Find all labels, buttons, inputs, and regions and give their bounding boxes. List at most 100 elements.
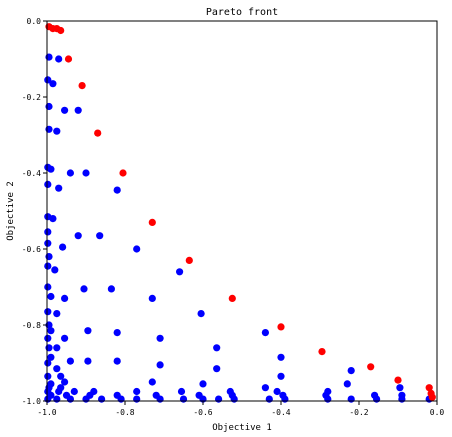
blue-point-48 <box>47 353 55 361</box>
y-tick-label-4: -0.8 <box>22 321 41 330</box>
blue-point-77 <box>273 387 281 396</box>
blue-point-29 <box>80 285 88 293</box>
blue-point-41 <box>261 329 269 337</box>
blue-point-64 <box>199 380 207 388</box>
red-point-17 <box>428 393 436 401</box>
blue-point-74 <box>133 387 141 396</box>
y-tick-label-2: -0.4 <box>22 169 41 178</box>
blue-point-11 <box>66 169 74 177</box>
blue-point-55 <box>53 365 61 373</box>
blue-point-54 <box>156 361 164 369</box>
blue-point-38 <box>47 327 55 335</box>
blue-point-75 <box>177 387 186 396</box>
red-point-6 <box>94 129 102 137</box>
blue-point-57 <box>347 367 355 375</box>
red-point-5 <box>78 82 86 90</box>
red-point-7 <box>119 169 127 177</box>
blue-point-101 <box>230 395 238 403</box>
blue-point-51 <box>66 357 74 365</box>
blue-point-96 <box>133 395 141 403</box>
blue-point-23 <box>133 245 141 253</box>
blue-point-106 <box>373 395 381 403</box>
blue-point-100 <box>215 395 223 403</box>
y-tick-label-0: 0.0 <box>27 17 42 26</box>
blue-point-98 <box>179 395 188 403</box>
blue-point-92 <box>66 395 74 403</box>
blue-point-53 <box>113 357 121 365</box>
chart-title: Pareto front <box>206 7 278 18</box>
blue-point-8 <box>53 127 61 135</box>
blue-point-33 <box>148 294 156 302</box>
blue-point-45 <box>45 344 53 352</box>
blue-point-26 <box>51 266 59 274</box>
blue-point-18 <box>44 228 52 236</box>
y-tick-label-3: -0.6 <box>22 245 41 254</box>
blue-point-62 <box>61 378 69 386</box>
blue-point-12 <box>82 169 90 177</box>
blue-point-47 <box>213 344 221 352</box>
blue-point-17 <box>49 215 57 223</box>
blue-point-34 <box>44 308 52 316</box>
blue-point-0 <box>45 53 53 61</box>
blue-point-52 <box>84 357 92 365</box>
blue-point-44 <box>156 334 164 342</box>
blue-point-102 <box>265 395 273 403</box>
blue-point-24 <box>45 253 53 261</box>
blue-point-95 <box>117 395 125 403</box>
red-point-12 <box>318 348 326 356</box>
x-tick-label-4: -0.2 <box>349 408 368 417</box>
blue-point-7 <box>45 125 53 133</box>
blue-point-10 <box>47 165 55 173</box>
blue-point-94 <box>98 395 106 403</box>
blue-point-42 <box>44 334 52 342</box>
blue-point-28 <box>44 283 52 291</box>
blue-point-40 <box>113 329 121 337</box>
x-axis-label: Objective 1 <box>212 423 272 433</box>
red-point-8 <box>148 218 156 226</box>
red-point-15 <box>425 384 433 392</box>
ticks-layer: -1.0 -0.8 -0.6 -0.4 -0.2 0.0 0.0 -0.2 -0.4 -0.6 -0… <box>22 17 445 417</box>
blue-point-25 <box>44 262 52 270</box>
red-point-4 <box>64 55 73 63</box>
red-point-13 <box>367 363 375 371</box>
x-tick-label-2: -0.6 <box>193 408 212 417</box>
red-point-14 <box>394 376 402 384</box>
blue-point-6 <box>74 106 82 114</box>
red-point-3 <box>57 26 65 35</box>
blue-point-4 <box>45 102 53 111</box>
blue-point-105 <box>347 395 355 403</box>
blue-point-71 <box>55 387 63 396</box>
red-point-9 <box>185 256 193 264</box>
blue-point-1 <box>55 55 63 63</box>
x-tick-label-1: -0.8 <box>115 408 134 417</box>
blue-point-91 <box>53 395 61 403</box>
blue-point-93 <box>82 395 90 403</box>
blue-point-2 <box>44 76 52 84</box>
blue-point-104 <box>324 395 332 403</box>
blue-point-31 <box>47 292 55 301</box>
blue-point-15 <box>113 186 121 194</box>
blue-point-90 <box>44 395 52 403</box>
red-point-11 <box>277 323 285 331</box>
x-tick-label-3: -0.4 <box>271 408 290 417</box>
blue-point-59 <box>57 372 65 380</box>
y-tick-label-1: -0.2 <box>22 93 41 102</box>
blue-point-5 <box>61 106 69 114</box>
blue-point-39 <box>84 327 92 335</box>
blue-point-68 <box>261 384 269 392</box>
blue-point-22 <box>59 243 67 251</box>
y-axis-label: Objective 2 <box>6 181 16 241</box>
blue-point-32 <box>61 294 69 302</box>
blue-point-46 <box>53 344 61 352</box>
blue-point-3 <box>49 80 57 88</box>
blue-point-69 <box>396 384 404 392</box>
blue-point-50 <box>44 359 52 367</box>
blue-point-30 <box>107 285 115 293</box>
blue-point-63 <box>148 378 156 386</box>
x-tick-label-0: -1.0 <box>37 408 56 417</box>
blue-point-19 <box>74 232 82 240</box>
blue-point-35 <box>53 310 61 318</box>
blue-point-107 <box>398 395 406 403</box>
blue-point-72 <box>70 387 78 396</box>
